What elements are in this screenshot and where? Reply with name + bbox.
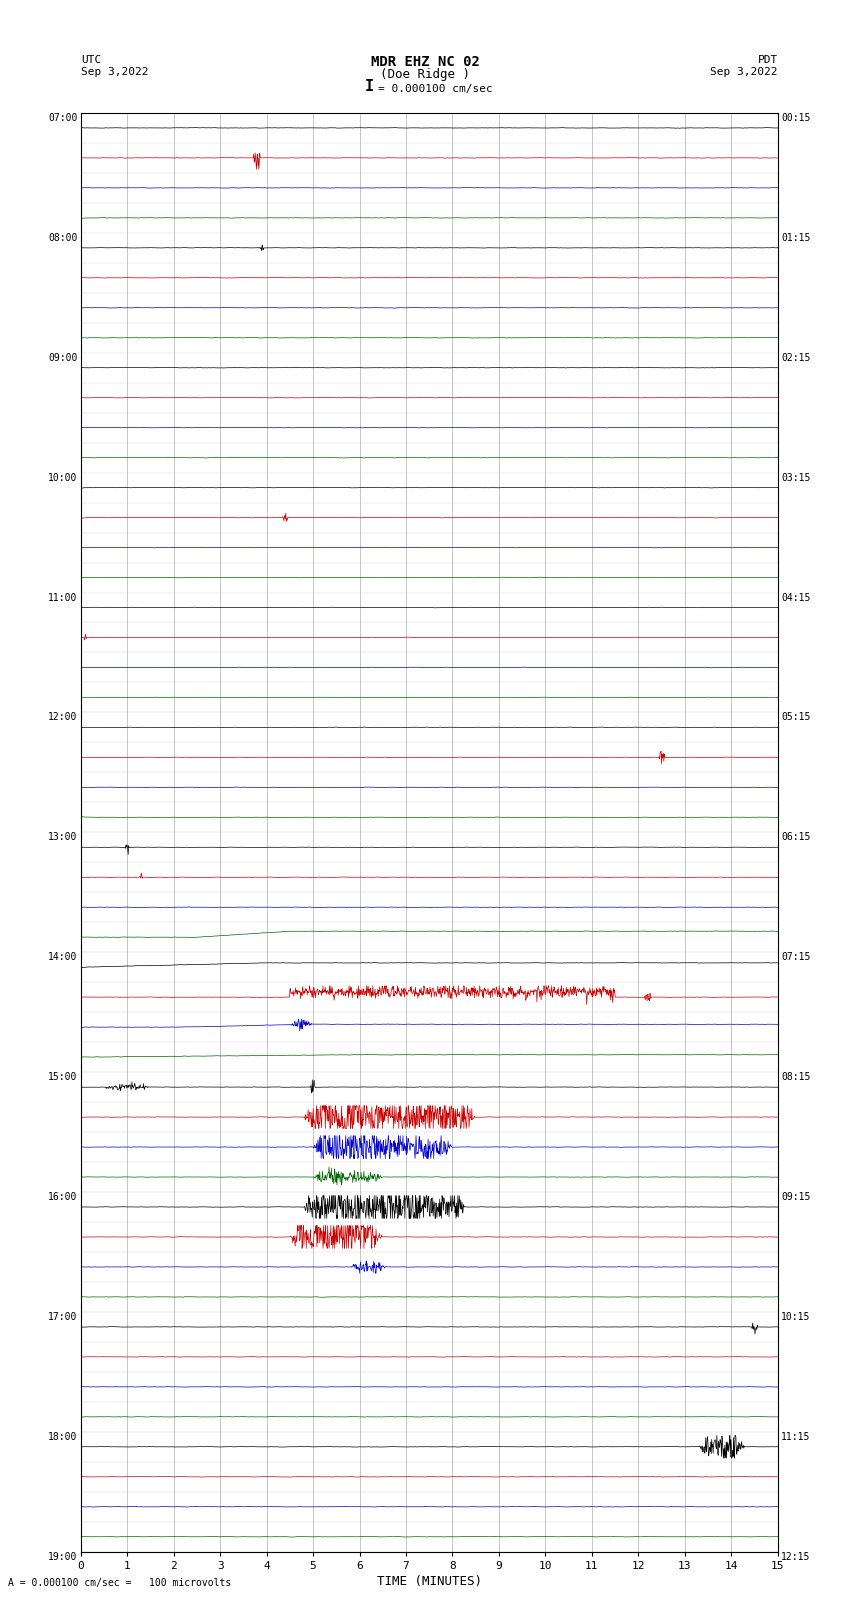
Text: UTC: UTC (81, 55, 101, 65)
Text: 12:15: 12:15 (781, 1552, 811, 1561)
Text: 16:00: 16:00 (48, 1192, 77, 1202)
Text: 05:15: 05:15 (781, 713, 811, 723)
Text: 11:00: 11:00 (48, 592, 77, 603)
Text: I: I (366, 79, 374, 94)
Text: 01:15: 01:15 (781, 232, 811, 244)
Text: 07:00: 07:00 (48, 113, 77, 123)
Text: PDT: PDT (757, 55, 778, 65)
Text: 03:15: 03:15 (781, 473, 811, 482)
Text: 02:15: 02:15 (781, 353, 811, 363)
Text: (Doe Ridge ): (Doe Ridge ) (380, 68, 470, 82)
X-axis label: TIME (MINUTES): TIME (MINUTES) (377, 1574, 482, 1587)
Text: A = 0.000100 cm/sec =   100 microvolts: A = 0.000100 cm/sec = 100 microvolts (8, 1578, 232, 1587)
Text: 17:00: 17:00 (48, 1311, 77, 1323)
Text: 12:00: 12:00 (48, 713, 77, 723)
Text: MDR EHZ NC 02: MDR EHZ NC 02 (371, 55, 479, 69)
Text: 19:00: 19:00 (48, 1552, 77, 1561)
Text: 18:00: 18:00 (48, 1432, 77, 1442)
Text: 13:00: 13:00 (48, 832, 77, 842)
Text: 15:00: 15:00 (48, 1073, 77, 1082)
Text: Sep 3,2022: Sep 3,2022 (81, 68, 148, 77)
Text: Sep 3,2022: Sep 3,2022 (711, 68, 778, 77)
Text: 00:15: 00:15 (781, 113, 811, 123)
Text: 10:00: 10:00 (48, 473, 77, 482)
Text: 10:15: 10:15 (781, 1311, 811, 1323)
Text: 08:00: 08:00 (48, 232, 77, 244)
Text: = 0.000100 cm/sec: = 0.000100 cm/sec (378, 84, 493, 94)
Text: 06:15: 06:15 (781, 832, 811, 842)
Text: 14:00: 14:00 (48, 952, 77, 963)
Text: 11:15: 11:15 (781, 1432, 811, 1442)
Text: 09:15: 09:15 (781, 1192, 811, 1202)
Text: 04:15: 04:15 (781, 592, 811, 603)
Text: 09:00: 09:00 (48, 353, 77, 363)
Text: 08:15: 08:15 (781, 1073, 811, 1082)
Text: 07:15: 07:15 (781, 952, 811, 963)
